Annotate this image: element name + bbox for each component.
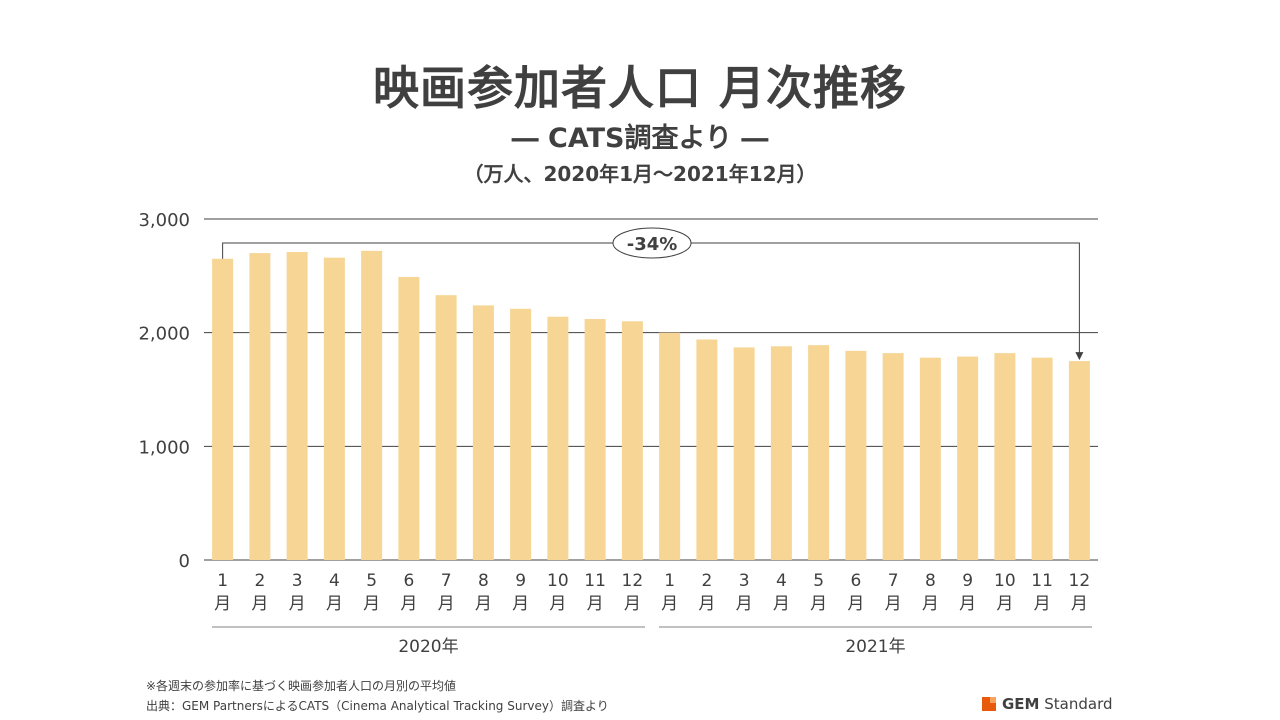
x-tick-label-unit: 月: [363, 594, 380, 614]
annotation-bubble: [612, 227, 692, 259]
bar: [1068, 361, 1090, 560]
x-tick-label-unit: 月: [773, 594, 790, 614]
x-tick-label-unit: 月: [289, 594, 306, 614]
bar: [212, 258, 234, 560]
x-tick-label: 2: [701, 571, 712, 591]
x-tick-label-unit: 月: [847, 594, 864, 614]
x-tick-label-unit: 月: [214, 594, 231, 614]
bar-chart: 0 1,000 2,000 3,000 1 月 2 月 3 月 4 月 5 月 6 月 7 月 8 月 9 月 10 月 11 月…: [138, 210, 1098, 657]
x-tick-label: 8: [925, 571, 936, 591]
annotation-connector: [222, 242, 1080, 354]
x-tick-label: 8: [478, 571, 489, 591]
annotation-label: -34%: [627, 234, 678, 255]
x-tick-label-unit: 月: [698, 594, 715, 614]
x-tick-label: 12: [1069, 571, 1091, 591]
x-tick-label: 3: [292, 571, 303, 591]
bar: [510, 308, 532, 560]
x-tick-label-unit: 月: [1071, 594, 1088, 614]
bar: [472, 305, 494, 560]
footnote-note: ※各週末の参加率に基づく映画参加者人口の月別の平均値: [146, 679, 457, 693]
x-tick-label: 10: [547, 571, 569, 591]
bar: [919, 357, 941, 560]
x-tick-label: 12: [622, 571, 644, 591]
x-tick-label-unit: 月: [624, 594, 641, 614]
bar: [286, 251, 308, 561]
x-tick-label-unit: 月: [661, 594, 678, 614]
x-tick-label: 1: [217, 571, 228, 591]
bar: [249, 253, 271, 560]
x-tick-label: 6: [850, 571, 861, 591]
x-tick-label-unit: 月: [810, 594, 827, 614]
page-subtitle: ― CATS調査より ―: [511, 123, 769, 154]
bar: [621, 321, 643, 560]
x-tick-label-unit: 月: [251, 594, 268, 614]
bar: [323, 257, 345, 560]
x-tick-label-unit: 月: [885, 594, 902, 614]
logo-text-rest: Standard: [1039, 695, 1113, 713]
logo-mark-icon: [982, 697, 996, 711]
x-tick-label: 4: [776, 571, 787, 591]
bar: [808, 345, 830, 560]
bar: [696, 339, 718, 560]
x-tick-label-unit: 月: [549, 594, 566, 614]
x-tick-label-unit: 月: [996, 594, 1013, 614]
x-tick-label-unit: 月: [475, 594, 492, 614]
x-tick-label: 11: [584, 571, 606, 591]
y-tick-label: 3,000: [138, 210, 190, 231]
x-tick-label-unit: 月: [512, 594, 529, 614]
bar: [547, 316, 569, 560]
y-tick-label: 0: [179, 551, 190, 572]
x-tick-label: 9: [515, 571, 526, 591]
bar: [845, 350, 867, 560]
bar: [361, 250, 383, 560]
x-tick-label: 7: [441, 571, 452, 591]
x-tick-label: 9: [962, 571, 973, 591]
x-tick-label-unit: 月: [959, 594, 976, 614]
year-group-label: 2021年: [845, 637, 905, 657]
x-tick-label: 1: [664, 571, 675, 591]
x-tick-label: 11: [1031, 571, 1053, 591]
bar: [882, 353, 904, 560]
bar: [398, 276, 420, 560]
annotation-arrowhead: [1075, 352, 1084, 361]
x-tick-label: 7: [888, 571, 899, 591]
year-group-label: 2020年: [398, 637, 458, 657]
x-tick-label: 4: [329, 571, 340, 591]
bar: [659, 332, 681, 560]
bar: [584, 319, 606, 560]
x-tick-label: 6: [403, 571, 414, 591]
x-tick-label: 5: [366, 571, 377, 591]
x-tick-label-unit: 月: [438, 594, 455, 614]
x-tick-label: 5: [813, 571, 824, 591]
x-tick-label-unit: 月: [736, 594, 753, 614]
y-tick-label: 1,000: [138, 437, 190, 458]
brand-logo: GEM Standard: [982, 694, 1113, 714]
x-tick-label: 2: [254, 571, 265, 591]
footnote-source: 出典：GEM PartnersによるCATS（Cinema Analytical…: [146, 699, 609, 713]
logo-text: GEM Standard: [1002, 695, 1113, 713]
page-title: 映画参加者人口 月次推移: [372, 61, 907, 115]
x-tick-label: 10: [994, 571, 1016, 591]
unit-label: （万人、2020年1月～2021年12月）: [463, 162, 817, 186]
x-tick-label-unit: 月: [1034, 594, 1051, 614]
x-tick-label-unit: 月: [326, 594, 343, 614]
bar: [770, 346, 792, 560]
bar: [994, 353, 1016, 560]
y-tick-label: 2,000: [138, 324, 190, 345]
x-tick-label: 3: [739, 571, 750, 591]
bar: [957, 356, 979, 560]
x-tick-label-unit: 月: [587, 594, 604, 614]
logo-text-bold: GEM: [1002, 695, 1040, 713]
bar: [435, 295, 457, 560]
x-tick-label-unit: 月: [400, 594, 417, 614]
bar: [1031, 357, 1053, 560]
x-tick-label-unit: 月: [922, 594, 939, 614]
bar: [733, 347, 755, 560]
